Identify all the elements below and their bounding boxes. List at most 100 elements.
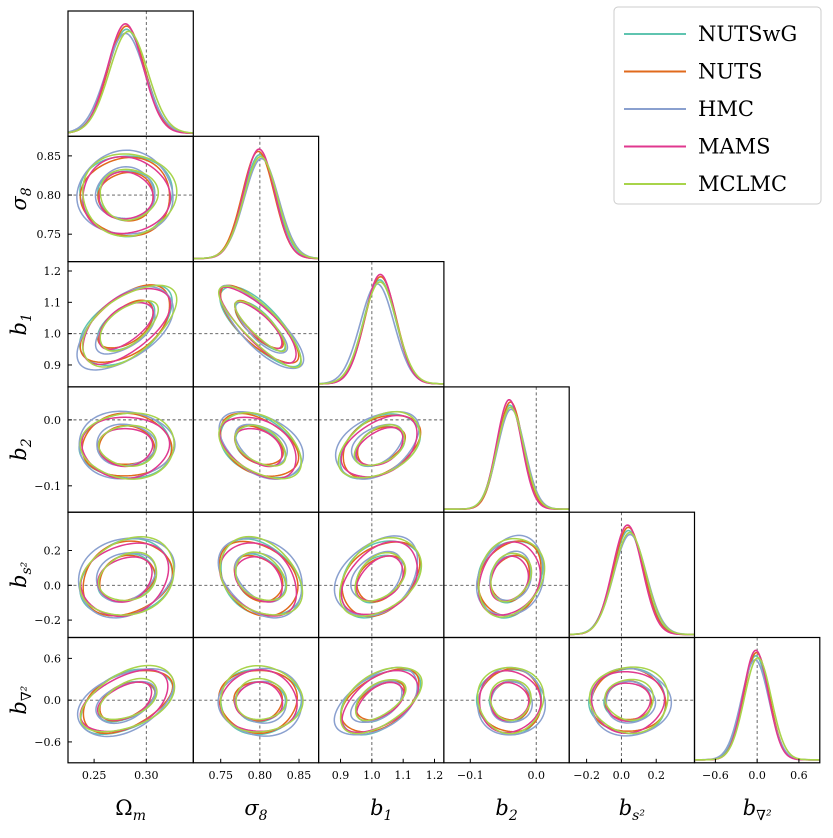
- marginal-b1-HMC: [318, 283, 444, 385]
- panel-bs2-b1: [318, 512, 444, 638]
- contour-b1-s8-HMC-0.95: [218, 284, 305, 370]
- marginal-s8-MCLMC: [193, 155, 319, 260]
- panel-bnab-om: [68, 637, 194, 763]
- contour-bs2-s8-MCLMC-0.68: [234, 551, 288, 602]
- legend-label-NUTS: NUTS: [698, 60, 762, 84]
- contour-bnab-om-MCLMC-0.95: [79, 664, 176, 733]
- xtick-label-b1-1: 1.0: [363, 769, 381, 782]
- marginal-om-NUTSwG: [68, 28, 194, 134]
- ytick-label-bnab-2: 0.6: [44, 652, 62, 665]
- contour-bs2-b2-MCLMC-0.68: [490, 552, 533, 603]
- ytick-label-s8-0: 0.75: [37, 228, 62, 241]
- xlabel-om: Ωm: [115, 796, 146, 824]
- ylabel-bnab-sub: ∇²: [19, 685, 35, 701]
- xlabel-bnab: b∇²: [743, 796, 772, 824]
- marginal-om-MAMS: [68, 23, 194, 135]
- ytick-label-bnab-1: 0.0: [44, 694, 62, 707]
- xlabel-s8: σ8: [244, 796, 267, 824]
- ytick-label-b1-1: 1.0: [44, 328, 62, 341]
- marginal-om-HMC: [68, 32, 194, 134]
- contour-bs2-s8-NUTSwG-0.95: [220, 538, 303, 617]
- contour-b2-b1-MAMS-0.95: [340, 414, 418, 478]
- contour-b2-b1-MCLMC-0.95: [337, 410, 421, 479]
- contour-b1-s8-NUTSwG-0.95: [219, 285, 302, 368]
- contour-b1-s8-NUTS-0.68: [234, 299, 284, 350]
- legend-box: [613, 6, 822, 205]
- legend-label-HMC: HMC: [698, 97, 754, 121]
- ylabel-s8-main: σ: [7, 196, 31, 211]
- marginal-b2-MCLMC: [443, 406, 570, 510]
- ytick-label-b1-2: 1.1: [44, 296, 62, 309]
- panel-bnab-s8: [193, 637, 319, 763]
- contour-b1-om-MAMS-0.68: [98, 301, 154, 351]
- contour-b2-b1-MCLMC-0.68: [353, 423, 406, 467]
- contour-bnab-b2-MCLMC-0.68: [489, 679, 532, 722]
- ytick-label-b1-3: 1.2: [44, 265, 62, 278]
- xlabel-s8-main: σ: [244, 796, 259, 820]
- contour-bnab-om-NUTSwG-0.68: [97, 680, 157, 723]
- contour-bnab-bs2-HMC-0.68: [605, 680, 657, 724]
- panel-frame-bs2-s8: [192, 511, 320, 639]
- contour-bnab-bs2-MAMS-0.68: [604, 682, 652, 722]
- xlabel-om-sub: m: [133, 808, 146, 824]
- ylabel-b1: b1: [7, 313, 35, 335]
- legend-label-MCLMC: MCLMC: [698, 172, 787, 196]
- contour-b2-om-MAMS-0.95: [80, 416, 171, 480]
- contour-s8-om-MCLMC-0.95: [82, 153, 178, 238]
- contour-bnab-om-MAMS-0.68: [96, 681, 153, 721]
- xlabel-b2-main: b: [495, 796, 508, 820]
- marginal-s8-HMC: [193, 157, 319, 260]
- contour-bnab-om-NUTS-0.95: [82, 669, 174, 735]
- contour-b1-om-MAMS-0.95: [82, 287, 172, 366]
- contour-s8-om-MAMS-0.95: [82, 155, 172, 235]
- xtick-label-b1-3: 1.2: [426, 769, 444, 782]
- panel-bs2-om: [68, 512, 194, 638]
- panel-bnab-bnab: [694, 637, 820, 763]
- xtick-label-b2-1: 0.0: [527, 769, 545, 782]
- ytick-label-b2-0: −0.1: [34, 480, 61, 493]
- contour-bnab-bs2-MCLMC-0.68: [604, 678, 655, 722]
- contour-s8-om-MCLMC-0.68: [99, 168, 160, 221]
- contour-b2-b1-NUTSwG-0.68: [354, 425, 406, 468]
- marginal-om-NUTS: [68, 25, 194, 134]
- xtick-label-om-1: 0.30: [134, 769, 159, 782]
- contour-b1-s8-HMC-0.68: [234, 301, 289, 354]
- contour-b2-s8-HMC-0.95: [218, 410, 305, 480]
- contour-bnab-bs2-MAMS-0.95: [590, 670, 666, 735]
- contour-b2-om-MCLMC-0.95: [79, 412, 175, 480]
- xtick-label-s8-1: 0.80: [248, 769, 273, 782]
- contour-b1-om-MCLMC-0.68: [99, 299, 160, 352]
- contour-b2-om-NUTS-0.95: [81, 412, 173, 477]
- marginal-s8-NUTS: [193, 150, 319, 260]
- contour-bs2-b2-MCLMC-0.95: [477, 537, 546, 618]
- panel-s8-om: [68, 136, 194, 262]
- panel-b1-b1: [318, 261, 444, 387]
- contour-bnab-s8-MCLMC-0.95: [219, 664, 304, 733]
- ytick-label-s8-2: 0.85: [37, 150, 62, 163]
- ylabel-b2-sub: 2: [19, 438, 35, 448]
- contour-bnab-bs2-MCLMC-0.95: [588, 666, 669, 735]
- marginal-om-MCLMC: [68, 30, 194, 134]
- ylabel-s8-sub: 8: [19, 187, 35, 196]
- xlabel-b2: b2: [495, 796, 517, 824]
- ylabel-b1-main: b: [7, 322, 31, 335]
- xtick-label-bs2-1: 0.0: [613, 769, 631, 782]
- contour-bs2-om-MCLMC-0.68: [97, 551, 158, 602]
- panel-bs2-bs2: [569, 512, 695, 638]
- contour-b2-s8-NUTS-0.68: [234, 424, 284, 466]
- contour-b1-om-NUTS-0.95: [79, 284, 171, 363]
- panel-frame-bs2-om: [67, 511, 194, 639]
- marginal-s8-NUTSwG: [193, 153, 319, 260]
- contour-b2-s8-NUTSwG-0.68: [234, 424, 287, 467]
- panel-b1-om: [68, 261, 194, 387]
- legend-label-NUTSwG: NUTSwG: [698, 22, 797, 46]
- xtick-label-b2-0: −0.1: [457, 769, 484, 782]
- contour-bnab-b1-HMC-0.95: [333, 666, 418, 736]
- contour-b2-s8-MCLMC-0.68: [234, 424, 287, 467]
- panel-frame-s8-s8: [192, 135, 320, 263]
- contour-b2-b1-MAMS-0.68: [355, 426, 404, 467]
- panel-b1-s8: [193, 261, 319, 387]
- xlabel-bnab-main: b: [743, 796, 756, 820]
- xtick-label-bnab-2: 0.6: [790, 769, 808, 782]
